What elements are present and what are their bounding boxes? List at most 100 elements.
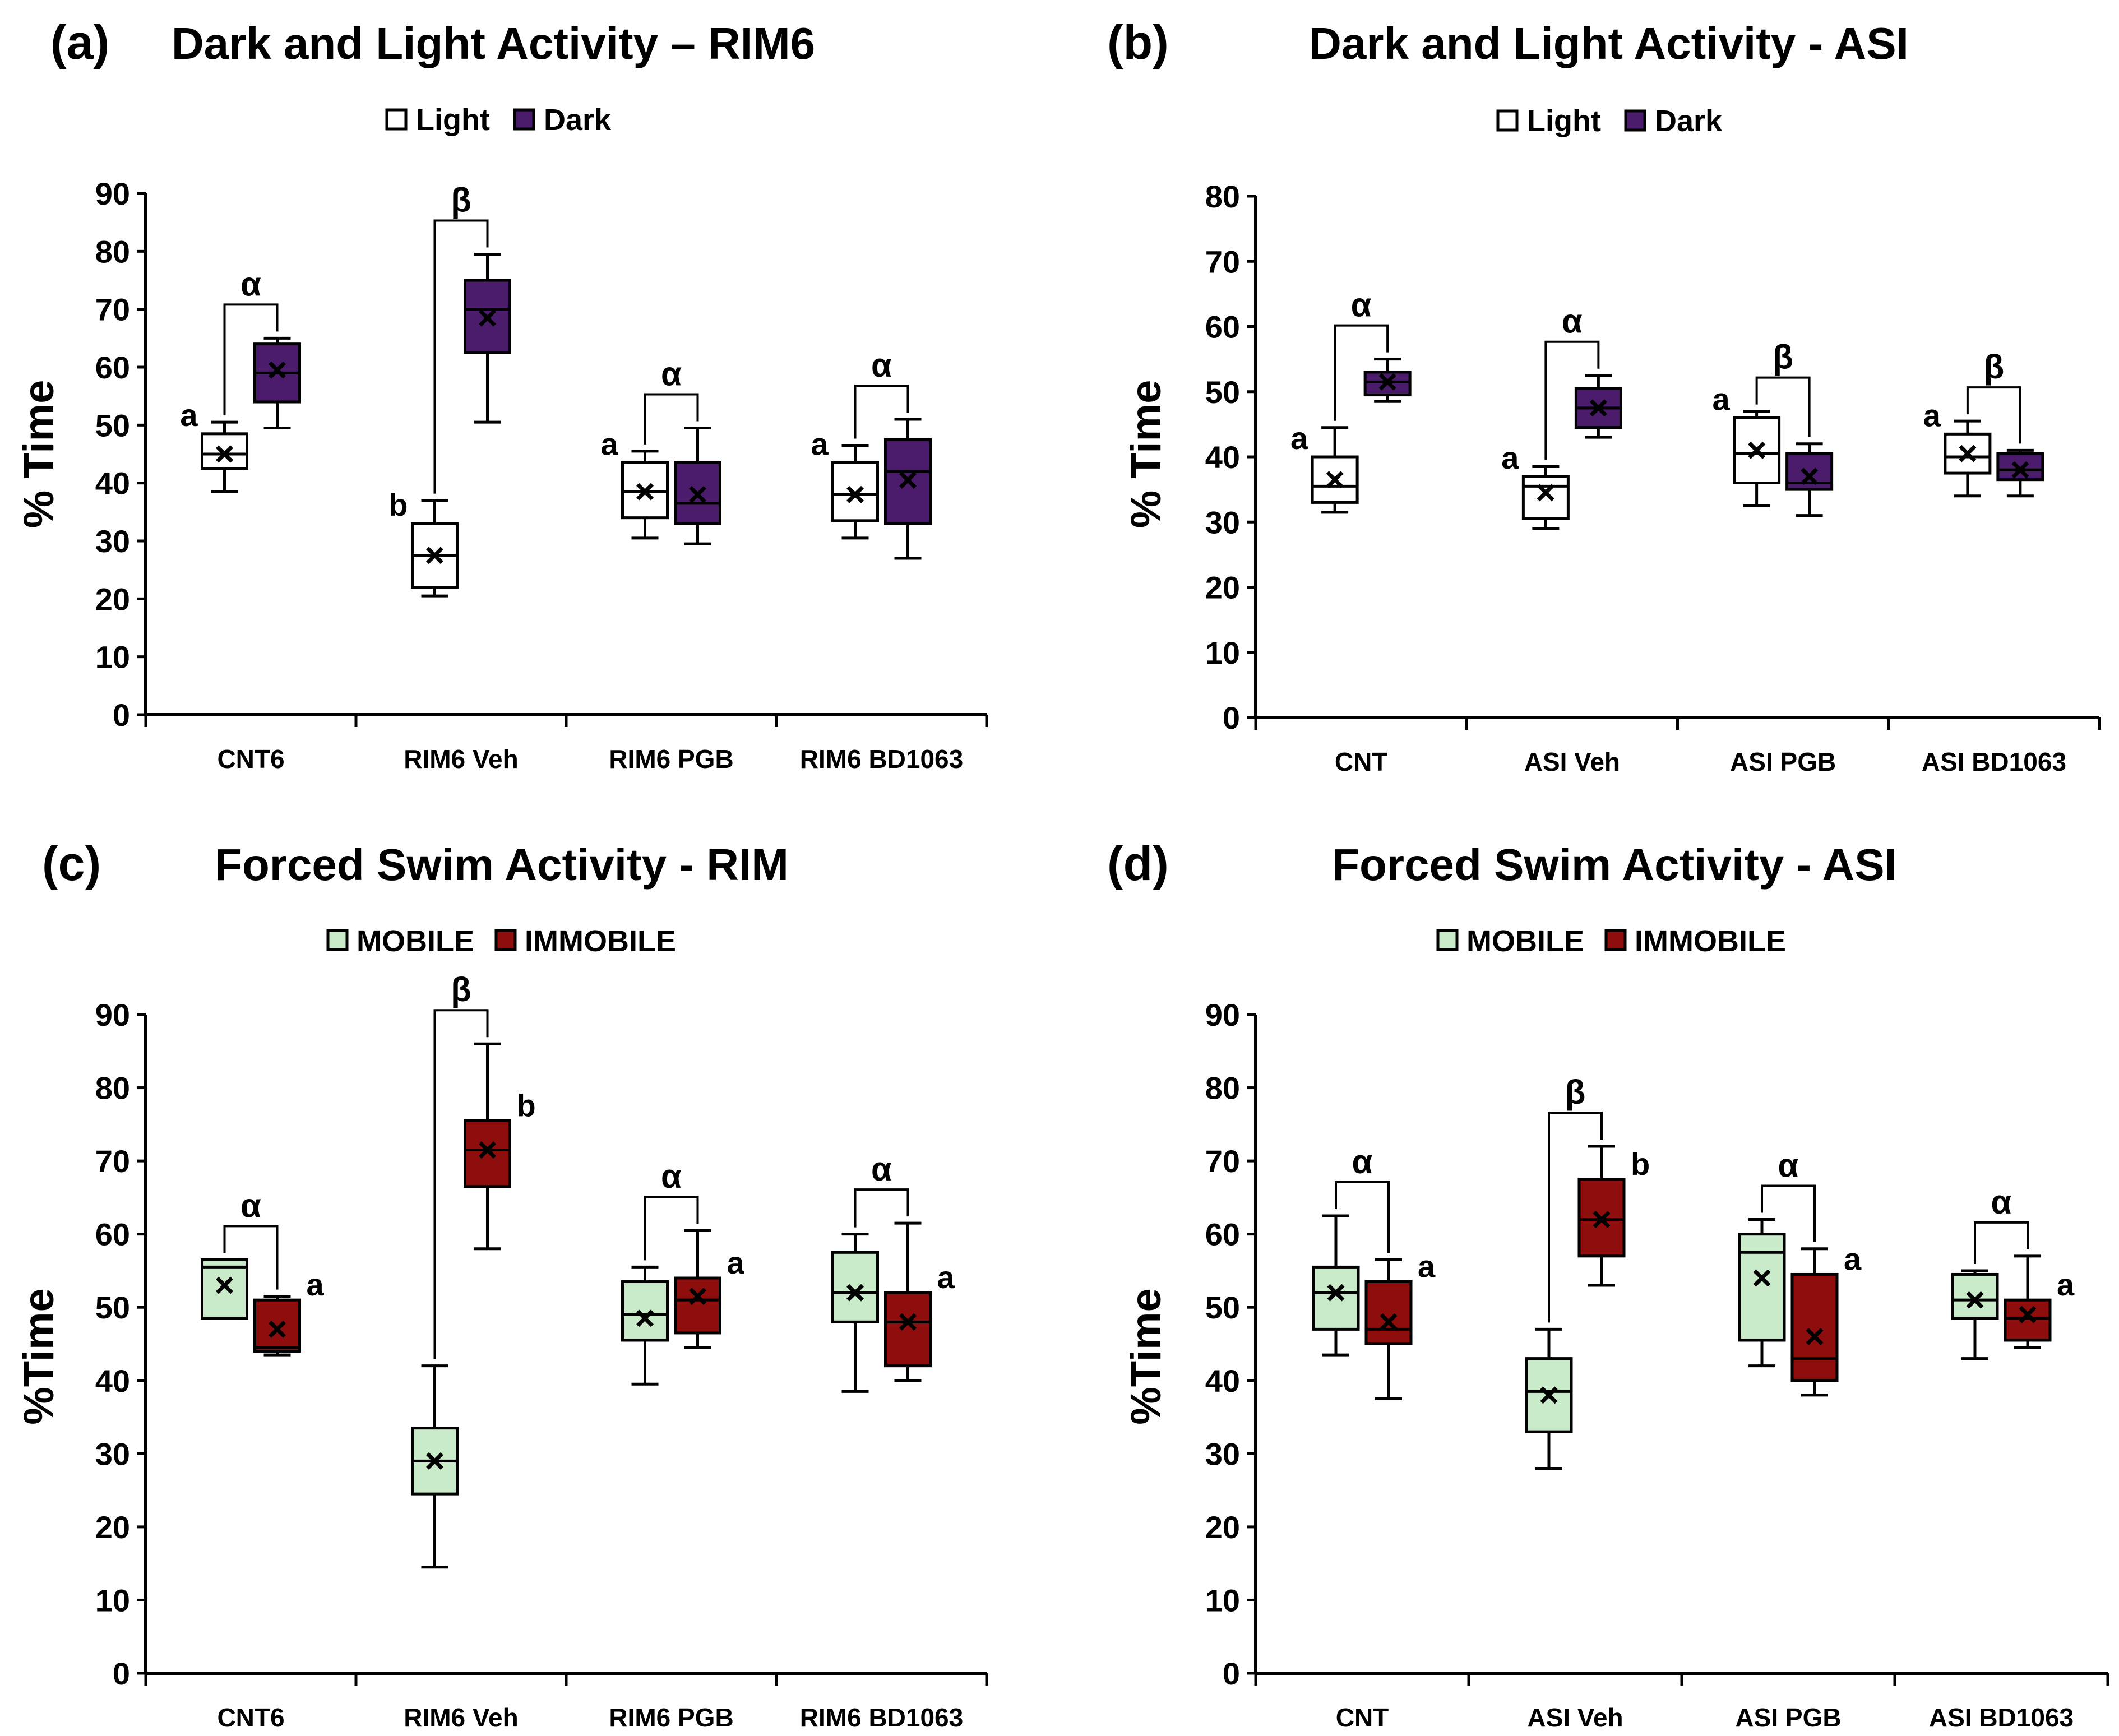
y-tick-label: 40 [1205, 439, 1240, 475]
mean-marker [479, 309, 496, 327]
legend-entry: IMMOBILE [525, 924, 676, 958]
iqr-box [201, 1258, 248, 1320]
y-tick-label: 50 [1205, 374, 1240, 410]
significance-letter: a [1418, 1249, 1436, 1284]
iqr-box [464, 1119, 511, 1188]
mean-marker [1966, 1291, 1984, 1309]
y-axis-label: %Time [15, 1288, 63, 1425]
mean-marker [1327, 1284, 1345, 1302]
x-tick-label: ASI Veh [1524, 747, 1620, 776]
iqr-box [831, 1251, 879, 1323]
significance-symbol: α [871, 1150, 892, 1188]
x-tick-label: RIM6 BD1063 [800, 1703, 963, 1732]
box-plot [411, 499, 459, 598]
box-plot [1311, 426, 1359, 514]
y-tick-label: 20 [95, 581, 130, 617]
legend-entry: Light [416, 103, 490, 137]
iqr-box [1790, 1272, 1839, 1382]
significance-symbol: β [1984, 348, 2005, 386]
legend-swatch [494, 929, 517, 951]
legend: MOBILE IMMOBILE [1436, 924, 1786, 958]
plot-area: 0 10 20 30 40 50 60 70 80 90 CNT6 RIM6 Veh RIM6 PGB R… [95, 971, 988, 1732]
significance-letter: a [180, 397, 198, 433]
x-tick-label: RIM6 PGB [609, 1703, 733, 1732]
significance-bracket [1548, 1112, 1603, 1323]
significance-bracket [644, 393, 699, 445]
mean-marker [636, 1309, 654, 1327]
x-tick-label: ASI BD1063 [1929, 1703, 2074, 1732]
mean-marker [1801, 467, 1819, 485]
mean-marker [426, 1452, 443, 1470]
significance-letter: a [937, 1260, 955, 1295]
mean-marker [846, 1284, 864, 1302]
significance-bracket [644, 1196, 699, 1261]
x-tick-label: ASI BD1063 [1922, 747, 2066, 776]
y-tick-label: 40 [95, 1363, 130, 1399]
panel-a: (a) Dark and Light Activity – RIM6 % Tim… [15, 16, 988, 774]
significance-bracket [1966, 386, 2021, 444]
y-tick-label: 50 [95, 1290, 130, 1325]
y-axis-label: % Time [1122, 380, 1170, 529]
legend-swatch [326, 929, 349, 951]
y-tick-label: 50 [95, 408, 130, 443]
y-tick-label: 10 [1205, 635, 1240, 670]
x-tick-label: ASI PGB [1730, 747, 1836, 776]
mean-marker [1589, 399, 1607, 417]
significance-symbol: β [451, 182, 471, 219]
box-plot [884, 418, 932, 560]
y-tick-label: 60 [95, 350, 130, 385]
significance-letter: a [1290, 420, 1308, 456]
y-tick-label: 60 [95, 1217, 130, 1252]
panel-title: Dark and Light Activity – RIM6 [172, 18, 815, 68]
box-plot [1312, 1214, 1360, 1357]
significance-bracket [1334, 324, 1389, 421]
significance-symbol: α [1778, 1147, 1799, 1184]
box-plot [884, 1221, 932, 1382]
y-tick-label: 10 [95, 1582, 130, 1618]
iqr-box [2004, 1298, 2052, 1342]
iqr-box [1521, 475, 1570, 520]
box-plot [1577, 1145, 1626, 1287]
legend-swatch [1624, 109, 1646, 132]
box-plot [1733, 410, 1781, 507]
mean-marker [689, 1288, 706, 1306]
iqr-box [1944, 432, 1992, 475]
legend-swatch [385, 108, 408, 131]
y-tick-label: 90 [95, 176, 130, 211]
panel-label: (c) [42, 837, 101, 891]
significance-letter: a [1844, 1241, 1862, 1276]
significance-bracket [223, 1225, 279, 1290]
x-tick-label: CNT [1335, 747, 1388, 776]
significance-letter: a [1923, 397, 1941, 433]
significance-symbol: α [1562, 303, 1583, 340]
y-tick-label: 20 [1205, 570, 1240, 605]
y-tick-label: 80 [1205, 1071, 1240, 1106]
y-tick-label: 80 [95, 234, 130, 269]
legend: Light Dark [1496, 104, 1723, 138]
x-tick-label: ASI Veh [1527, 1703, 1623, 1732]
y-tick-label: 30 [95, 1436, 130, 1471]
legend-entry: Light [1527, 104, 1601, 138]
iqr-box [621, 1280, 669, 1342]
y-tick-label: 40 [95, 466, 130, 501]
panel-title: Forced Swim Activity - ASI [1332, 840, 1897, 890]
mean-marker [1748, 441, 1766, 459]
plot-area: 0 10 20 30 40 50 60 70 80 90 CNT6 RIM6 Veh RIM6 PGB R… [95, 176, 988, 774]
iqr-box [253, 1298, 301, 1353]
significance-symbol: α [1351, 286, 1372, 324]
mean-marker [1593, 1211, 1611, 1229]
box-plot [674, 427, 721, 545]
mean-marker [1378, 373, 1396, 391]
box-plot [253, 336, 301, 429]
significance-symbol: β [451, 971, 471, 1008]
y-axis-label: %Time [1122, 1288, 1170, 1425]
x-tick-label: RIM6 BD1063 [800, 744, 963, 774]
x-tick-label: RIM6 PGB [609, 744, 733, 774]
y-tick-label: 40 [1205, 1363, 1240, 1399]
box-plot [411, 1364, 459, 1569]
legend-entry: Dark [1655, 104, 1723, 138]
panel-title: Dark and Light Activity - ASI [1309, 18, 1909, 68]
box-plot [1364, 1258, 1413, 1400]
legend-entry: MOBILE [357, 924, 474, 958]
iqr-box [1996, 452, 2044, 482]
